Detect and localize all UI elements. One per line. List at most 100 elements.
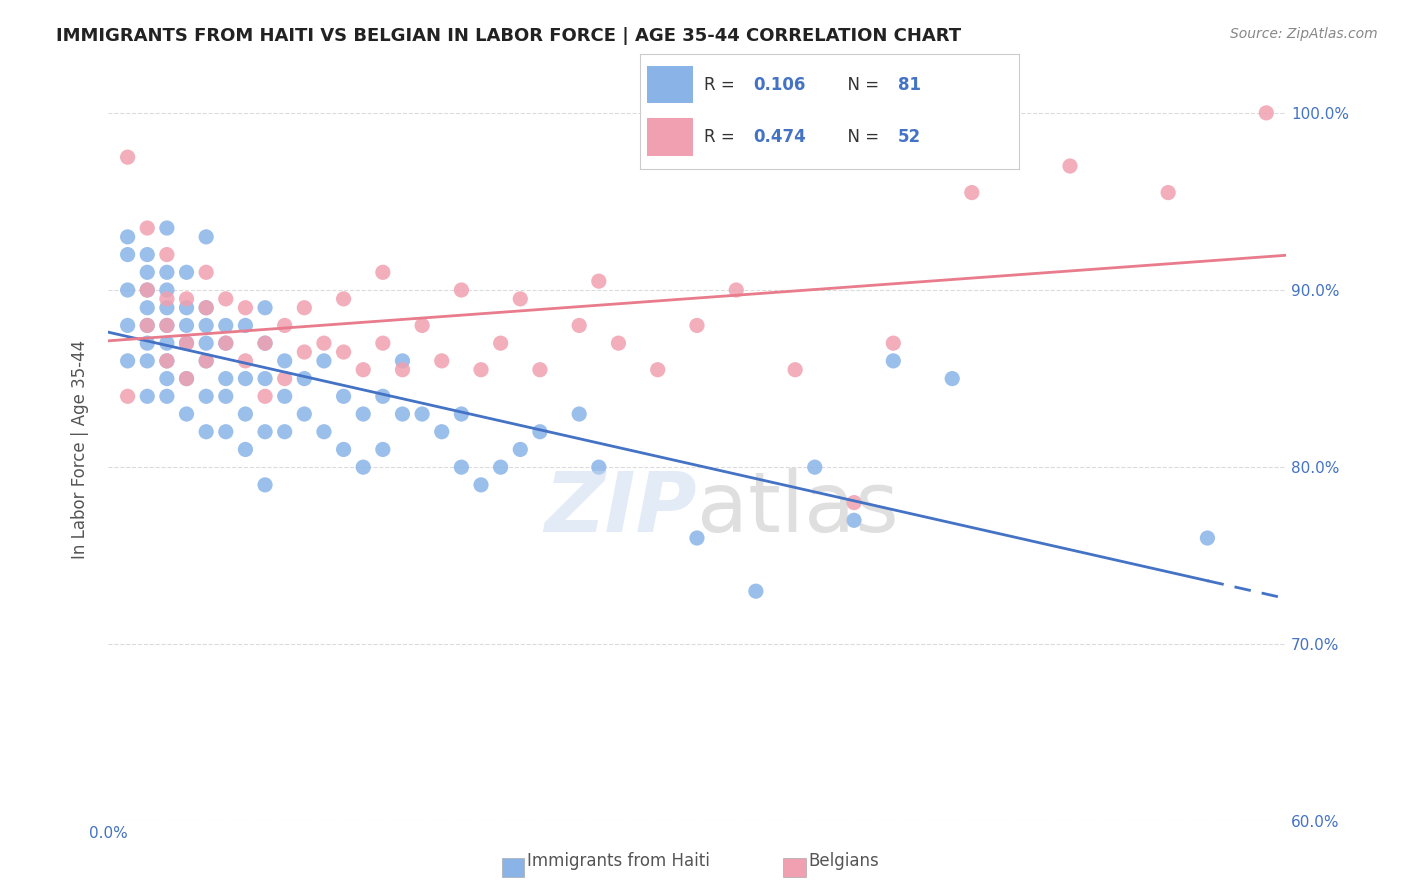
Immigrants from Haiti (176, 407, 198, 421)
Immigrants from Haiti (352, 460, 374, 475)
Belgians (686, 318, 709, 333)
Immigrants from Haiti (136, 318, 159, 333)
Immigrants from Haiti (117, 318, 139, 333)
Belgians (568, 318, 591, 333)
Text: N =: N = (837, 76, 884, 94)
Belgians (195, 354, 218, 368)
Belgians (332, 345, 354, 359)
Belgians (371, 265, 394, 279)
Immigrants from Haiti (156, 354, 179, 368)
Belgians (489, 336, 512, 351)
Belgians (156, 247, 179, 261)
Immigrants from Haiti (136, 389, 159, 403)
Belgians (156, 292, 179, 306)
Immigrants from Haiti (176, 265, 198, 279)
Belgians (607, 336, 630, 351)
Belgians (195, 265, 218, 279)
Belgians (470, 362, 492, 376)
Immigrants from Haiti (117, 247, 139, 261)
Immigrants from Haiti (195, 425, 218, 439)
Immigrants from Haiti (215, 371, 238, 385)
Belgians (882, 336, 904, 351)
Immigrants from Haiti (117, 283, 139, 297)
Belgians (235, 301, 257, 315)
Belgians (156, 354, 179, 368)
Immigrants from Haiti (450, 407, 472, 421)
Belgians (960, 186, 983, 200)
Immigrants from Haiti (117, 354, 139, 368)
Belgians (273, 371, 295, 385)
Belgians (195, 301, 218, 315)
Text: 0.106: 0.106 (754, 76, 806, 94)
Immigrants from Haiti (803, 460, 825, 475)
Immigrants from Haiti (215, 336, 238, 351)
Immigrants from Haiti (136, 354, 159, 368)
Text: 0.474: 0.474 (754, 128, 807, 146)
Immigrants from Haiti (842, 513, 865, 527)
Text: atlas: atlas (697, 468, 898, 549)
Immigrants from Haiti (254, 371, 277, 385)
Immigrants from Haiti (156, 389, 179, 403)
Belgians (136, 318, 159, 333)
FancyBboxPatch shape (502, 858, 524, 877)
Immigrants from Haiti (371, 389, 394, 403)
Immigrants from Haiti (235, 371, 257, 385)
Belgians (371, 336, 394, 351)
FancyBboxPatch shape (783, 858, 806, 877)
Immigrants from Haiti (371, 442, 394, 457)
Immigrants from Haiti (292, 407, 315, 421)
Belgians (312, 336, 335, 351)
Immigrants from Haiti (195, 389, 218, 403)
Belgians (254, 389, 277, 403)
Belgians (1256, 106, 1278, 120)
Text: Source: ZipAtlas.com: Source: ZipAtlas.com (1230, 27, 1378, 41)
Text: N =: N = (837, 128, 884, 146)
Belgians (136, 283, 159, 297)
Belgians (842, 495, 865, 509)
Immigrants from Haiti (195, 354, 218, 368)
Text: 81: 81 (898, 76, 921, 94)
Belgians (136, 221, 159, 235)
Text: 52: 52 (898, 128, 921, 146)
Immigrants from Haiti (195, 336, 218, 351)
Belgians (273, 318, 295, 333)
Immigrants from Haiti (136, 336, 159, 351)
Belgians (588, 274, 610, 288)
Belgians (785, 362, 807, 376)
Belgians (176, 292, 198, 306)
Belgians (117, 389, 139, 403)
Immigrants from Haiti (215, 425, 238, 439)
Immigrants from Haiti (136, 265, 159, 279)
Immigrants from Haiti (489, 460, 512, 475)
Belgians (254, 336, 277, 351)
Text: Belgians: Belgians (808, 852, 879, 870)
Belgians (156, 318, 179, 333)
Belgians (647, 362, 669, 376)
Immigrants from Haiti (156, 371, 179, 385)
Immigrants from Haiti (1197, 531, 1219, 545)
Immigrants from Haiti (195, 318, 218, 333)
Belgians (529, 362, 551, 376)
Immigrants from Haiti (588, 460, 610, 475)
Immigrants from Haiti (292, 371, 315, 385)
Immigrants from Haiti (509, 442, 531, 457)
Belgians (176, 336, 198, 351)
Immigrants from Haiti (156, 301, 179, 315)
Immigrants from Haiti (332, 442, 354, 457)
Belgians (292, 345, 315, 359)
Immigrants from Haiti (176, 301, 198, 315)
Belgians (332, 292, 354, 306)
Immigrants from Haiti (529, 425, 551, 439)
Immigrants from Haiti (215, 389, 238, 403)
Belgians (235, 354, 257, 368)
Immigrants from Haiti (254, 425, 277, 439)
Immigrants from Haiti (195, 301, 218, 315)
Immigrants from Haiti (470, 478, 492, 492)
Immigrants from Haiti (745, 584, 768, 599)
FancyBboxPatch shape (647, 66, 693, 103)
Immigrants from Haiti (156, 336, 179, 351)
Immigrants from Haiti (215, 318, 238, 333)
Immigrants from Haiti (156, 221, 179, 235)
Immigrants from Haiti (235, 442, 257, 457)
Immigrants from Haiti (136, 283, 159, 297)
